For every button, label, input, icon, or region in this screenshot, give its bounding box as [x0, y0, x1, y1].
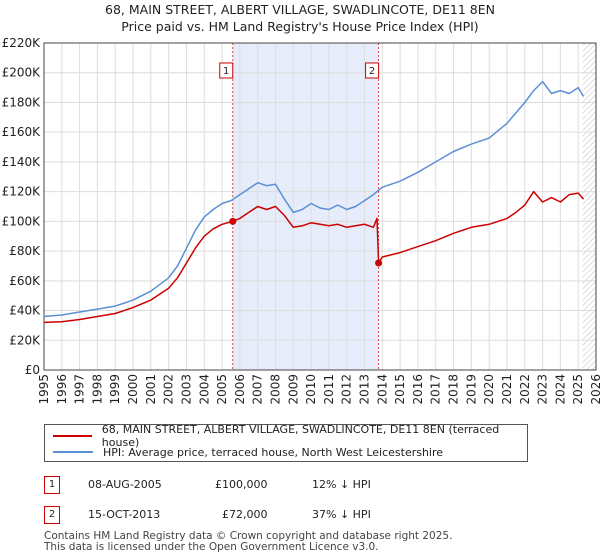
chart-subtitle: Price paid vs. HM Land Registry's House … [121, 19, 479, 34]
x-tick-label: 1997 [73, 374, 87, 405]
y-tick-label: £60K [9, 274, 41, 288]
x-tick-label: 2005 [215, 374, 229, 405]
transaction-hpi: 37% ↓ HPI [312, 508, 371, 521]
transaction-row: 2 15-OCT-2013 £72,000 37% ↓ HPI [0, 505, 600, 527]
legend-item-property: 68, MAIN STREET, ALBERT VILLAGE, SWADLIN… [53, 423, 527, 449]
legend-label-property: 68, MAIN STREET, ALBERT VILLAGE, SWADLIN… [101, 423, 500, 449]
x-tick-label: 2006 [233, 374, 247, 405]
x-tick-label: 1995 [37, 374, 51, 405]
x-tick-label: 2002 [162, 374, 176, 405]
forecast-hatch [582, 43, 596, 370]
transaction-badge: 1 [44, 476, 60, 494]
transaction-date: 15-OCT-2013 [88, 508, 161, 521]
sale-marker-label: 2 [369, 66, 375, 77]
x-tick-label: 2010 [304, 374, 318, 405]
footer-licence: This data is licensed under the Open Gov… [44, 541, 379, 553]
y-tick-label: £140K [2, 155, 42, 169]
x-tick-label: 2007 [251, 374, 265, 405]
legend-swatch-blue [53, 451, 93, 453]
y-tick-label: £40K [9, 304, 41, 318]
x-tick-label: 2004 [197, 374, 211, 405]
sale-marker-box [365, 62, 380, 79]
x-tick-label: 2026 [589, 374, 600, 405]
x-tick-label: 2021 [500, 374, 514, 405]
transaction-date: 08-AUG-2005 [88, 478, 162, 491]
legend-label-hpi: HPI: Average price, terraced house, Nort… [103, 445, 444, 459]
footer: Contains HM Land Registry data © Crown c… [44, 531, 452, 553]
x-tick-label: 2003 [179, 374, 193, 405]
footer-copyright: Contains HM Land Registry data © Crown c… [44, 530, 453, 542]
x-tick-label: 2016 [411, 374, 425, 405]
chart-title: 68, MAIN STREET, ALBERT VILLAGE, SWADLIN… [105, 2, 495, 17]
x-tick-label: 2019 [464, 374, 478, 405]
x-tick-label: 2009 [286, 374, 300, 405]
x-tick-label: 2012 [340, 374, 354, 405]
sale-marker-box [219, 62, 234, 79]
x-tick-label: 2017 [429, 374, 443, 405]
transaction-hpi: 12% ↓ HPI [312, 478, 371, 491]
series-line-hpi [43, 80, 585, 318]
x-tick-label: 1996 [55, 374, 69, 405]
x-tick-label: 2023 [536, 374, 550, 405]
transaction-row: 1 08-AUG-2005 £100,000 12% ↓ HPI [0, 475, 600, 497]
x-tick-label: 2001 [144, 374, 158, 405]
x-tick-label: 2024 [553, 374, 567, 405]
x-tick-label: 2020 [482, 374, 496, 405]
transaction-price: £72,000 [222, 508, 268, 521]
sale-point [229, 217, 237, 225]
legend-swatch-red [53, 435, 92, 437]
transaction-price: £100,000 [215, 478, 268, 491]
y-tick-label: £80K [9, 244, 41, 258]
y-tick-label: £0 [25, 363, 40, 377]
y-tick-label: £100K [2, 214, 42, 228]
y-tick-label: £20K [9, 333, 41, 347]
x-tick-label: 2022 [518, 374, 532, 405]
sale-marker-label: 1 [223, 66, 229, 77]
price-chart: £0 £20K £40K £60K £80K £100K £120K £140K £160K £1… [2, 36, 600, 405]
x-tick-label: 2011 [322, 374, 336, 405]
x-tick-label: 2025 [571, 374, 585, 405]
plot-frame [43, 42, 597, 371]
y-tick-label: £220K [2, 36, 42, 50]
y-tick-label: £120K [2, 185, 42, 199]
x-tick-label: 2013 [358, 374, 372, 405]
x-tick-label: 1999 [108, 374, 122, 405]
y-tick-label: £160K [2, 125, 42, 139]
x-tick-label: 2000 [126, 374, 140, 405]
series-line-property [43, 190, 585, 324]
sale-point [375, 259, 383, 267]
x-tick-label: 2015 [393, 374, 407, 405]
x-tick-label: 2008 [268, 374, 282, 405]
y-tick-label: £200K [2, 66, 42, 80]
y-tick-label: £180K [2, 95, 42, 109]
legend: 68, MAIN STREET, ALBERT VILLAGE, SWADLIN… [44, 423, 528, 462]
x-tick-label: 1998 [90, 374, 104, 405]
legend-item-hpi: HPI: Average price, terraced house, Nort… [53, 444, 443, 460]
x-tick-label: 2014 [375, 374, 389, 405]
x-tick-label: 2018 [447, 374, 461, 405]
transaction-badge: 2 [44, 506, 60, 524]
